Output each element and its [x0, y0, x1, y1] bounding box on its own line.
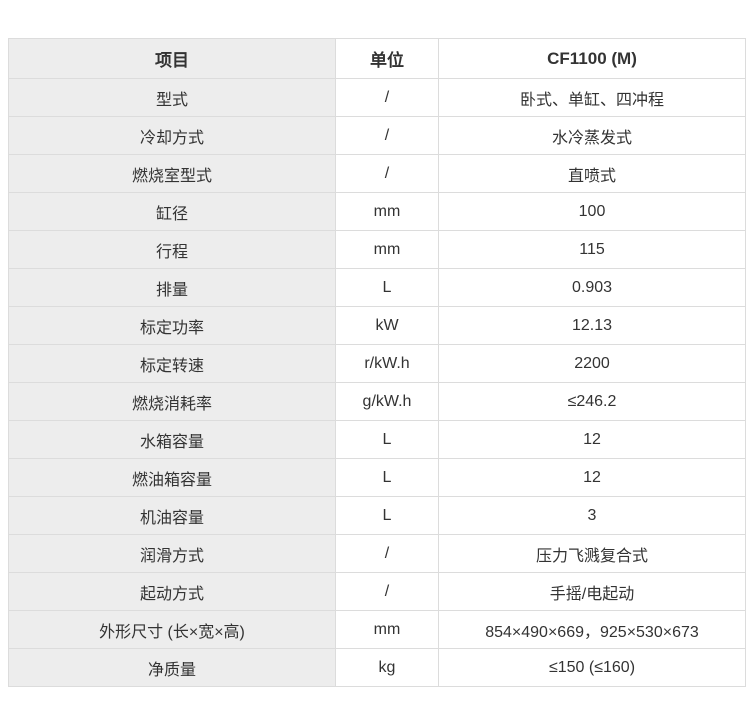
- spec-item-cell: 燃油箱容量: [8, 458, 336, 497]
- table-row: 燃烧消耗率 g/kW.h ≤246.2: [8, 382, 746, 421]
- spec-unit-cell: mm: [335, 610, 439, 649]
- spec-value-cell: 12: [438, 420, 746, 459]
- spec-value-cell: ≤246.2: [438, 382, 746, 421]
- spec-unit-cell: L: [335, 268, 439, 307]
- spec-unit-cell: r/kW.h: [335, 344, 439, 383]
- table-row: 行程 mm 115: [8, 230, 746, 269]
- table-row: 燃油箱容量 L 12: [8, 458, 746, 497]
- spec-value-cell: 115: [438, 230, 746, 269]
- spec-item-cell: 燃烧消耗率: [8, 382, 336, 421]
- spec-item-cell: 排量: [8, 268, 336, 307]
- spec-value-cell: ≤150 (≤160): [438, 648, 746, 687]
- spec-unit-cell: L: [335, 458, 439, 497]
- table-row: 排量 L 0.903: [8, 268, 746, 307]
- spec-value-cell: 12: [438, 458, 746, 497]
- spec-unit-cell: /: [335, 78, 439, 117]
- table-row: 水箱容量 L 12: [8, 420, 746, 459]
- spec-value-cell: 854×490×669，925×530×673: [438, 610, 746, 649]
- spec-item-cell: 润滑方式: [8, 534, 336, 573]
- spec-value-cell: 100: [438, 192, 746, 231]
- table-row: 缸径 mm 100: [8, 192, 746, 231]
- spec-item-cell: 外形尺寸 (长×宽×高): [8, 610, 336, 649]
- spec-item-cell: 起动方式: [8, 572, 336, 611]
- spec-unit-cell: kg: [335, 648, 439, 687]
- spec-item-cell: 机油容量: [8, 496, 336, 535]
- spec-item-cell: 标定转速: [8, 344, 336, 383]
- spec-value-cell: 0.903: [438, 268, 746, 307]
- spec-unit-cell: /: [335, 534, 439, 573]
- table-row: 型式 / 卧式、单缸、四冲程: [8, 78, 746, 117]
- spec-item-cell: 水箱容量: [8, 420, 336, 459]
- spec-value-cell: 12.13: [438, 306, 746, 345]
- spec-unit-cell: /: [335, 154, 439, 193]
- table-row: 净质量 kg ≤150 (≤160): [8, 648, 746, 687]
- spec-value-cell: 直喷式: [438, 154, 746, 193]
- spec-unit-cell: /: [335, 572, 439, 611]
- spec-value-cell: 2200: [438, 344, 746, 383]
- spec-unit-cell: L: [335, 496, 439, 535]
- spec-value-cell: 压力飞溅复合式: [438, 534, 746, 573]
- spec-item-cell: 冷却方式: [8, 116, 336, 155]
- spec-value-cell: 水冷蒸发式: [438, 116, 746, 155]
- spec-unit-cell: g/kW.h: [335, 382, 439, 421]
- table-row: 标定转速 r/kW.h 2200: [8, 344, 746, 383]
- spec-item-cell: 标定功率: [8, 306, 336, 345]
- header-model: CF1100 (M): [438, 38, 746, 79]
- spec-value-cell: 卧式、单缸、四冲程: [438, 78, 746, 117]
- table-row: 外形尺寸 (长×宽×高) mm 854×490×669，925×530×673: [8, 610, 746, 649]
- table-header-row: 项目 单位 CF1100 (M): [8, 38, 746, 79]
- spec-unit-cell: /: [335, 116, 439, 155]
- table-row: 机油容量 L 3: [8, 496, 746, 535]
- table-row: 冷却方式 / 水冷蒸发式: [8, 116, 746, 155]
- spec-table: 项目 单位 CF1100 (M) 型式 / 卧式、单缸、四冲程 冷却方式 / 水…: [8, 38, 746, 687]
- spec-item-cell: 净质量: [8, 648, 336, 687]
- table-row: 润滑方式 / 压力飞溅复合式: [8, 534, 746, 573]
- spec-unit-cell: mm: [335, 230, 439, 269]
- spec-unit-cell: mm: [335, 192, 439, 231]
- spec-value-cell: 手摇/电起动: [438, 572, 746, 611]
- spec-item-cell: 燃烧室型式: [8, 154, 336, 193]
- header-item: 项目: [8, 38, 336, 79]
- spec-unit-cell: L: [335, 420, 439, 459]
- spec-value-cell: 3: [438, 496, 746, 535]
- header-unit: 单位: [335, 38, 439, 79]
- spec-item-cell: 型式: [8, 78, 336, 117]
- spec-item-cell: 缸径: [8, 192, 336, 231]
- table-row: 标定功率 kW 12.13: [8, 306, 746, 345]
- spec-item-cell: 行程: [8, 230, 336, 269]
- table-row: 起动方式 / 手摇/电起动: [8, 572, 746, 611]
- spec-unit-cell: kW: [335, 306, 439, 345]
- table-row: 燃烧室型式 / 直喷式: [8, 154, 746, 193]
